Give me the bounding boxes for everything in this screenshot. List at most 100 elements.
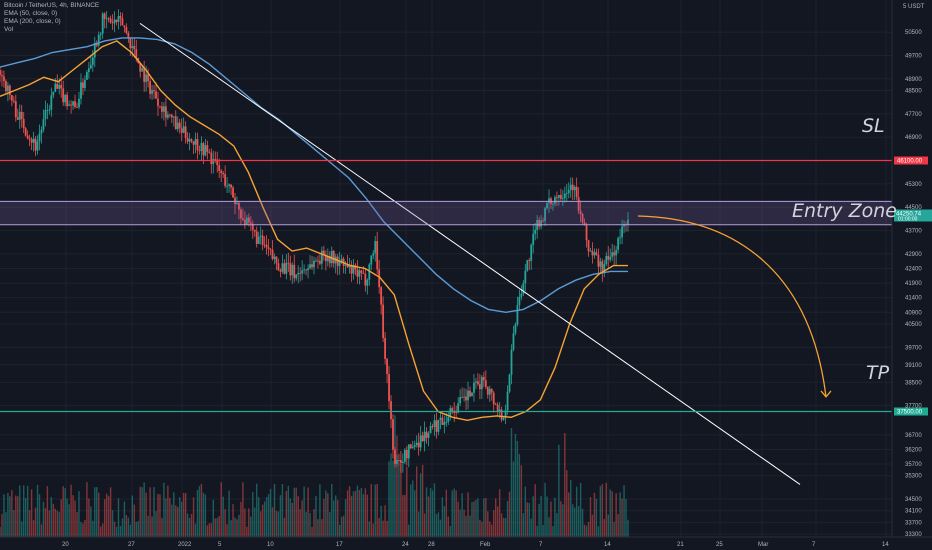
volume-bar [32, 520, 35, 537]
volume-bar [42, 501, 45, 537]
candle-body [40, 129, 43, 134]
candle-body [105, 18, 108, 20]
candle-body [336, 256, 339, 267]
price-tick-label: 41400 [905, 296, 922, 302]
price-tick-label: 39100 [905, 363, 922, 369]
volume-bar [100, 526, 102, 537]
volume-bar [504, 518, 507, 537]
candle-body [285, 262, 288, 274]
legend-symbol[interactable]: Bitcoin / TetherUS, 4h, BINANCE [4, 2, 100, 9]
time-tick-label: 7 [812, 542, 816, 548]
volume-bar [119, 526, 122, 537]
legend-ema200[interactable]: EMA (200, close, 0) [4, 18, 61, 25]
candle-body [526, 260, 529, 271]
candle-body [283, 263, 286, 274]
candle-body [425, 431, 428, 438]
volume-bar [623, 485, 625, 537]
candle-body [42, 119, 45, 130]
candle-body [372, 253, 375, 256]
candle-body [559, 194, 562, 199]
volume-bar [439, 519, 442, 537]
candle-body [315, 260, 317, 262]
volume-bar [491, 524, 493, 537]
candle-body [85, 72, 88, 80]
candle-body [68, 104, 71, 106]
volume-bar [283, 517, 286, 537]
volume-bar [265, 497, 268, 537]
candle-body [115, 19, 118, 22]
volume-bar [244, 508, 246, 537]
candle-body [615, 249, 618, 256]
time-tick-label: 20 [62, 542, 69, 548]
candle-body [277, 263, 280, 271]
candle-body [384, 337, 386, 359]
candle-body [378, 269, 381, 288]
candle-body [97, 34, 100, 46]
candle-body [475, 381, 477, 383]
price-tick-label: 37700 [905, 404, 922, 410]
candle-body [178, 122, 181, 129]
volume-bar [78, 491, 80, 537]
volume-bar [155, 511, 157, 537]
volume-bar [591, 514, 594, 537]
price-tick-label: 48500 [905, 88, 922, 94]
legend-volume[interactable]: Vol [4, 26, 14, 33]
candle-body [210, 152, 213, 165]
volume-bar [455, 490, 457, 537]
volume-bar [388, 461, 390, 537]
volume-bar [98, 492, 100, 537]
volume-bar [46, 486, 49, 537]
volume-bar [192, 497, 195, 537]
tp-label: TP [866, 362, 890, 384]
volume-bar [127, 517, 130, 537]
volume-bar [133, 504, 135, 537]
candle-body [301, 270, 304, 274]
volume-bar [145, 492, 147, 537]
candle-body [113, 19, 116, 24]
candle-body [313, 260, 315, 268]
volume-bar [103, 499, 106, 537]
candle-body [435, 420, 438, 432]
candle-body [403, 449, 406, 462]
volume-bar [171, 504, 173, 537]
candle-body [368, 264, 371, 280]
volume-bar [451, 490, 453, 537]
volume-bar [518, 453, 521, 537]
volume-bar [261, 504, 264, 537]
candle-body [101, 13, 104, 34]
volume-bar [487, 511, 489, 537]
candle-body [320, 250, 323, 264]
volume-bar [311, 526, 313, 537]
volume-bar [412, 480, 414, 537]
candle-body [619, 237, 622, 239]
candle-body [247, 217, 250, 223]
volume-bar [52, 503, 55, 537]
time-tick-label: 27 [128, 542, 135, 548]
legend-ema50[interactable]: EMA (50, close, 0) [4, 10, 58, 17]
volume-bar [536, 525, 538, 537]
volume-bar [461, 493, 463, 537]
candle-body [38, 133, 41, 142]
candle-body [421, 435, 424, 442]
volume-bar [38, 494, 41, 537]
candle-body [228, 184, 230, 186]
volume-bar [437, 512, 440, 537]
candle-body [557, 194, 560, 198]
volume-bar [390, 453, 392, 537]
volume-bar [184, 493, 187, 537]
candle-body [577, 197, 580, 211]
candle-body [265, 244, 268, 248]
candle-body [429, 426, 432, 434]
volume-bar [161, 518, 163, 537]
volume-bar [370, 484, 372, 537]
candle-body [473, 382, 475, 393]
candle-body [99, 33, 102, 35]
candle-body [532, 233, 535, 245]
candle-body [174, 116, 177, 130]
volume-bar [74, 500, 76, 537]
volume-bar [483, 498, 485, 537]
volume-bar [214, 518, 216, 537]
candle-body [184, 126, 187, 139]
volume-bar [11, 490, 13, 537]
